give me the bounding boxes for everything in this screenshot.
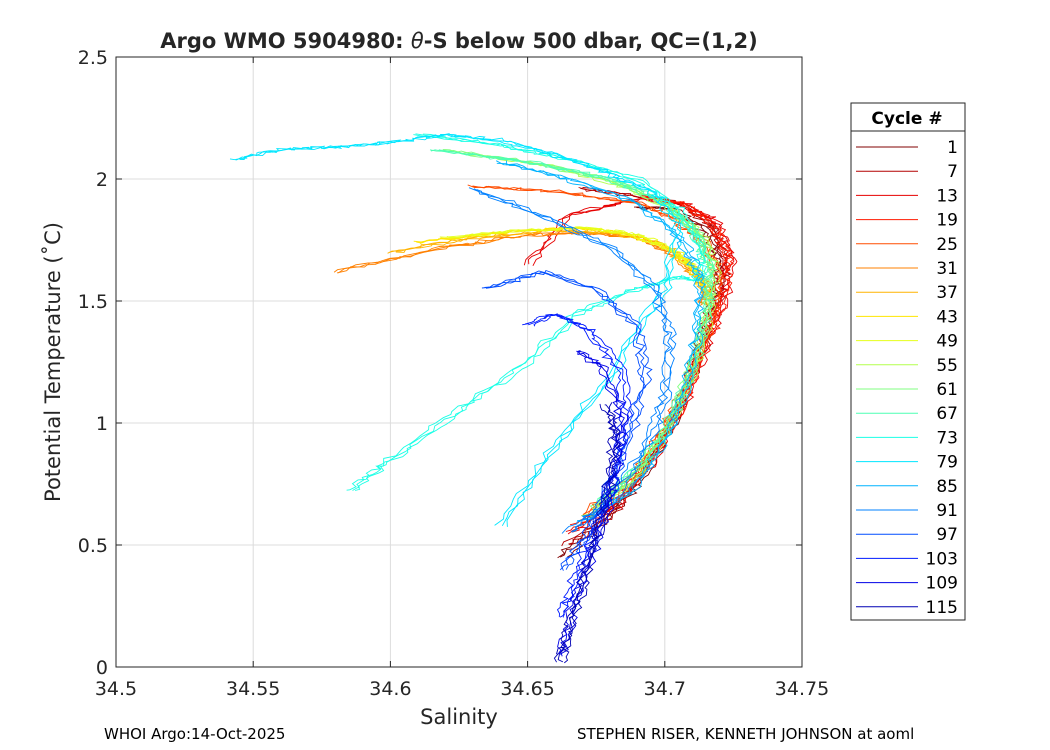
x-tick-label: 34.55 — [226, 678, 280, 700]
legend-label-7: 7 — [947, 162, 958, 182]
legend-label-13: 13 — [936, 186, 958, 206]
x-tick-label: 34.5 — [95, 678, 137, 700]
plot-frame — [115, 56, 803, 668]
series-line-cycle-85 — [496, 162, 704, 523]
legend-label-37: 37 — [936, 283, 958, 303]
legend-label-91: 91 — [936, 501, 958, 521]
title-part: -S below 500 dbar, QC=(1,2) — [424, 29, 758, 53]
series-line-cycle-115 — [553, 403, 616, 663]
series-line-cycle-115 — [563, 402, 622, 664]
legend-label-1: 1 — [947, 138, 958, 158]
footer-credit-date: WHOI Argo:14-Oct-2025 — [104, 725, 286, 743]
series-line-cycle-97 — [485, 269, 653, 570]
x-tick-label: 34.65 — [500, 678, 554, 700]
series-line-cycle-103 — [533, 313, 634, 618]
series-line-cycle-115 — [557, 404, 620, 663]
legend-label-43: 43 — [936, 307, 958, 327]
series-line-cycle-67 — [438, 149, 717, 502]
x-tick-label: 34.7 — [644, 678, 686, 700]
footer-pi-names: STEPHEN RISER, KENNETH JOHNSON at aoml — [577, 725, 915, 743]
data-series — [229, 133, 738, 664]
title-part: Argo WMO 5904980: — [160, 29, 411, 53]
y-tick-label: 0 — [96, 657, 108, 679]
legend-label-61: 61 — [936, 380, 958, 400]
series-line-cycle-49 — [446, 226, 706, 273]
legend-label-85: 85 — [936, 477, 958, 497]
legend-title: Cycle # — [871, 109, 942, 129]
legend-label-19: 19 — [936, 211, 958, 231]
y-tick-label: 2.5 — [78, 47, 108, 69]
title-theta-symbol: θ — [411, 29, 424, 53]
legend-label-79: 79 — [936, 453, 958, 473]
legend-label-109: 109 — [926, 574, 958, 594]
legend-entries: 1 7 13 19 25 31 37 43 49 55 61 67 73 79 85 91 97 103 109 11… — [856, 138, 958, 618]
series-line-cycle-79 — [239, 133, 684, 527]
series-line-cycle-97 — [481, 271, 645, 571]
legend-label-73: 73 — [936, 428, 958, 448]
series-line-cycle-85 — [505, 160, 706, 523]
legend-label-31: 31 — [936, 259, 958, 279]
legend-label-55: 55 — [936, 356, 958, 376]
grid — [116, 57, 802, 667]
legend: Cycle # 1 7 13 19 25 31 37 43 49 55 61 67 73 79 85 91 97… — [850, 102, 966, 621]
series-line-cycle-85 — [495, 160, 701, 522]
series-line-cycle-19 — [580, 195, 735, 525]
x-tick-label: 34.6 — [369, 678, 411, 700]
legend-label-49: 49 — [936, 332, 958, 352]
legend-label-67: 67 — [936, 404, 958, 424]
legend-label-115: 115 — [926, 598, 958, 618]
series-line-cycle-103 — [522, 313, 625, 618]
x-axis-label: Salinity — [420, 705, 498, 729]
legend-label-97: 97 — [936, 525, 958, 545]
legend-label-103: 103 — [926, 549, 958, 569]
y-tick-label: 2 — [96, 169, 108, 191]
y-tick-label: 1.5 — [78, 291, 108, 313]
series-line-cycle-91 — [473, 188, 677, 532]
series-line-cycle-91 — [476, 189, 673, 533]
series-line-cycle-49 — [446, 226, 698, 274]
y-tick-label: 0.5 — [78, 535, 108, 557]
series-line-cycle-109 — [559, 350, 629, 655]
series-line-cycle-73 — [354, 133, 708, 491]
y-axis-label: Potential Temperature (˚C) — [41, 222, 65, 502]
chart-title: Argo WMO 5904980: θ-S below 500 dbar, QC… — [160, 29, 757, 53]
x-tick-label: 34.75 — [775, 678, 829, 700]
y-tick-label: 1 — [96, 413, 108, 435]
axis-ticks: 34.5 34.55 34.6 34.65 34.7 34.75 0 0.5 1 1.5 2 2.5 — [78, 47, 829, 700]
legend-label-25: 25 — [936, 235, 958, 255]
